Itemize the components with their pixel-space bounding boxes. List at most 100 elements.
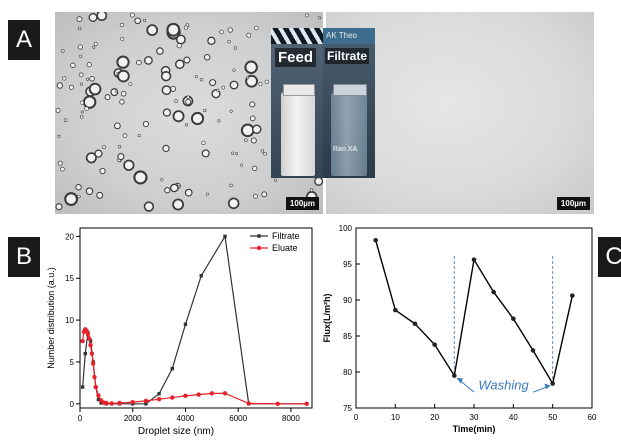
droplet xyxy=(93,41,98,46)
droplet xyxy=(117,69,130,83)
droplet xyxy=(88,13,98,22)
washing-arrowhead-left xyxy=(456,377,463,384)
droplet xyxy=(77,44,83,50)
plot-frame xyxy=(355,227,593,409)
y-tick-label: 90 xyxy=(343,296,352,305)
droplet xyxy=(235,152,239,156)
x-tick-label: 8000 xyxy=(282,414,300,423)
droplet xyxy=(164,187,171,194)
x-tick-label: 60 xyxy=(588,413,597,422)
droplet xyxy=(116,55,130,69)
bottle-photo-inset: Feed AK Theo Filtrate Ran XA xyxy=(271,28,375,178)
droplet xyxy=(229,183,233,188)
droplet xyxy=(194,75,198,79)
x-tick-label: 2000 xyxy=(124,414,142,423)
droplet xyxy=(102,145,106,149)
droplet xyxy=(120,36,125,41)
droplet xyxy=(172,110,185,123)
droplet xyxy=(203,108,207,113)
droplet xyxy=(183,56,191,64)
droplet xyxy=(183,25,188,30)
droplet xyxy=(240,163,244,167)
washing-arrowhead-right xyxy=(544,383,551,390)
droplet xyxy=(254,25,259,31)
data-point xyxy=(96,397,101,402)
droplet xyxy=(129,12,135,18)
droplet xyxy=(57,160,63,166)
filtrate-photo: AK Theo Filtrate Ran XA xyxy=(323,28,375,178)
data-point xyxy=(80,385,85,389)
droplet xyxy=(172,198,185,211)
droplet xyxy=(78,72,84,78)
droplet xyxy=(314,176,323,186)
droplet xyxy=(190,111,205,126)
droplet xyxy=(62,76,67,81)
x-tick-label: 10 xyxy=(391,413,400,422)
droplet xyxy=(252,124,262,134)
droplet xyxy=(79,54,83,58)
droplet xyxy=(216,88,220,92)
data-point xyxy=(304,401,309,407)
series-line-filtrate xyxy=(82,234,307,405)
droplet xyxy=(77,194,81,199)
series-line-eluate xyxy=(82,328,307,405)
data-point xyxy=(83,351,87,356)
droplet xyxy=(128,82,133,87)
legend-marker xyxy=(256,245,262,251)
data-point xyxy=(412,321,418,327)
droplet xyxy=(274,178,278,182)
scale-bar-right: 100µm xyxy=(556,197,590,210)
feed-bottle-cap xyxy=(283,84,315,96)
droplet xyxy=(122,133,128,138)
droplet xyxy=(92,45,96,49)
data-point xyxy=(117,400,122,406)
panel-label-a: A xyxy=(8,20,40,60)
droplet xyxy=(70,62,76,68)
droplet xyxy=(261,191,268,198)
droplet xyxy=(227,27,233,33)
droplet xyxy=(170,86,177,92)
droplet xyxy=(79,100,85,105)
y-tick-label: 0 xyxy=(70,400,75,409)
droplet xyxy=(60,48,65,53)
droplet xyxy=(117,153,125,161)
droplet xyxy=(160,71,172,82)
droplet xyxy=(246,76,250,80)
droplet xyxy=(201,149,210,158)
droplet xyxy=(318,16,322,20)
droplet xyxy=(119,99,125,105)
droplet xyxy=(249,101,256,108)
droplet xyxy=(227,39,231,44)
filtrate-banner xyxy=(323,28,375,44)
data-point xyxy=(104,400,109,406)
droplet-distribution-chart: 0 2000 4000 6000 8000 0 5 10 15 20 Droplet size (n… xyxy=(46,227,313,437)
droplet xyxy=(263,151,267,156)
droplet xyxy=(251,165,258,172)
droplet xyxy=(260,149,265,153)
droplet xyxy=(143,201,155,212)
droplet xyxy=(142,120,150,128)
data-point xyxy=(84,328,89,334)
droplet xyxy=(113,122,121,130)
droplet xyxy=(229,80,239,90)
droplet xyxy=(249,115,256,122)
data-point xyxy=(183,393,188,399)
droplet xyxy=(75,184,82,191)
droplet xyxy=(244,60,258,75)
droplet xyxy=(201,140,206,146)
droplet xyxy=(136,59,142,66)
droplet xyxy=(82,95,97,109)
droplet xyxy=(63,118,68,123)
feed-photo: Feed xyxy=(271,28,323,178)
data-point xyxy=(209,391,215,396)
droplet xyxy=(156,47,164,55)
droplet xyxy=(96,12,108,22)
x-tick-label: 20 xyxy=(430,413,439,422)
droplet xyxy=(166,22,181,37)
filtrate-bottle xyxy=(331,92,367,176)
data-point xyxy=(89,351,95,356)
droplet xyxy=(55,108,61,113)
droplet xyxy=(240,123,255,138)
droplet xyxy=(88,82,102,96)
data-point xyxy=(80,338,85,344)
